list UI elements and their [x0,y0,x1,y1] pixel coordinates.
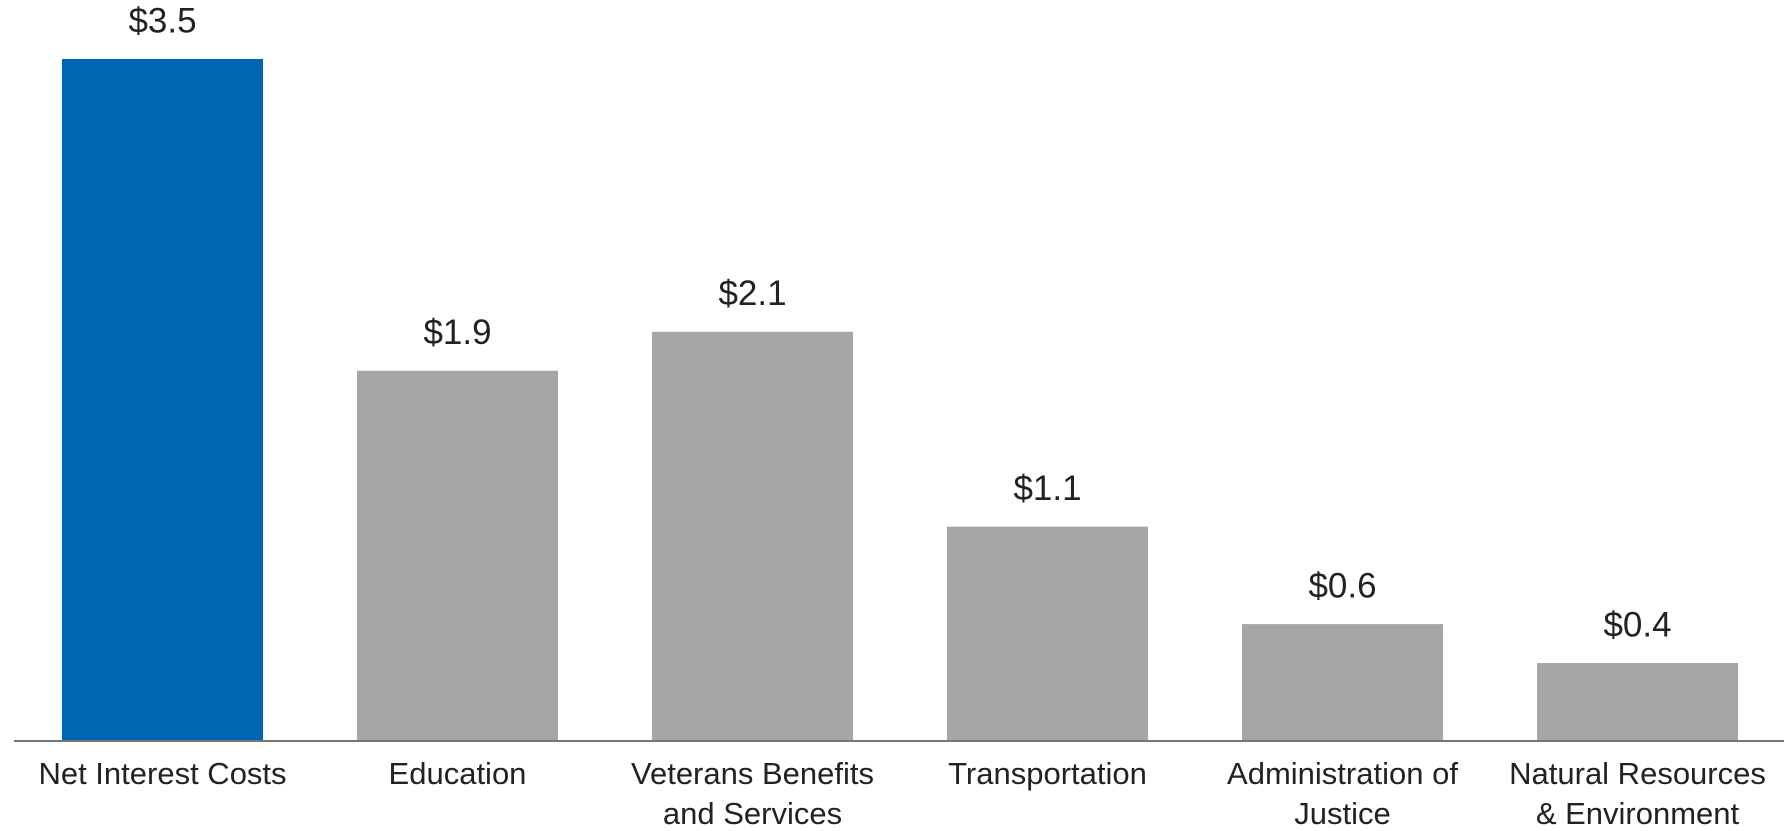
x-tick-label: and Services [663,796,842,831]
x-tick-label: Justice [1294,796,1390,831]
bar [1537,663,1738,741]
value-label: $1.1 [1013,469,1081,508]
x-tick-label: Administration of [1227,756,1458,791]
value-label: $0.4 [1603,605,1671,644]
x-tick-label: Veterans Benefits [631,756,874,791]
value-label: $0.6 [1308,566,1376,605]
bar [1242,624,1443,741]
bar [947,526,1148,741]
x-tick-label: Natural Resources [1509,756,1766,791]
x-tick-label: Net Interest Costs [38,756,286,791]
x-tick-label: & Environment [1536,796,1740,831]
bar [652,331,853,741]
x-tick-label: Transportation [948,756,1147,791]
x-tick-label: Education [389,756,527,791]
bar [62,59,263,741]
value-label: $1.9 [423,313,491,352]
value-label: $2.1 [718,274,786,313]
bar [357,370,558,741]
value-label: $3.5 [128,1,196,40]
